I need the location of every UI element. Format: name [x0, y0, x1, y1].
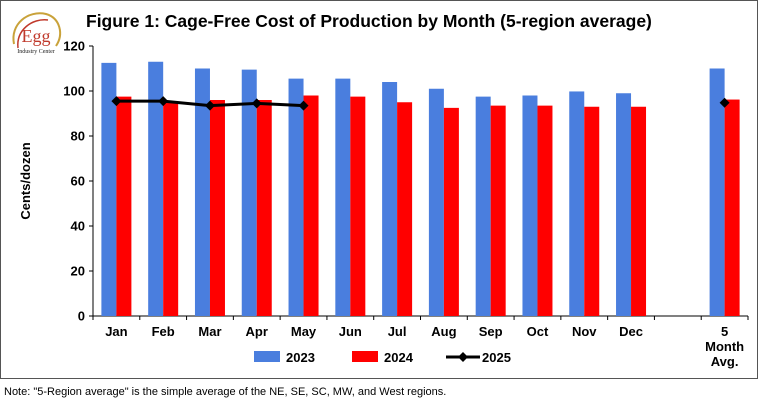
egg-industry-center-logo: Egg Industry Center — [6, 6, 66, 64]
x-tick-label: Jul — [388, 324, 407, 339]
legend-label-2024: 2024 — [384, 350, 414, 365]
logo-subtitle: Industry Center — [17, 49, 55, 55]
marker-2025 — [251, 98, 262, 109]
marker-2025 — [298, 100, 309, 111]
bar-2024 — [397, 102, 413, 316]
legend-marker-2025 — [458, 352, 468, 362]
y-tick-label: 40 — [71, 219, 85, 234]
bar-2024 — [724, 99, 740, 316]
y-axis-title: Cents/dozen — [18, 142, 33, 219]
x-tick-label: Aug — [431, 324, 456, 339]
bar-2023 — [475, 96, 491, 316]
bar-2024 — [584, 106, 600, 316]
legend-swatch-2024 — [352, 351, 378, 362]
marker-2025 — [719, 97, 730, 108]
y-tick-label: 60 — [71, 174, 85, 189]
x-tick-label: Oct — [527, 324, 549, 339]
x-tick-label: 5 Month Avg. — [705, 324, 744, 369]
bar-2024 — [350, 96, 366, 316]
y-tick-label: 0 — [78, 309, 85, 324]
legend-label-2025: 2025 — [482, 350, 511, 365]
x-tick-label: Feb — [152, 324, 175, 339]
bar-2023 — [241, 69, 257, 316]
footnote: Note: "5-Region average" is the simple a… — [4, 386, 447, 398]
chart-title: Figure 1: Cage-Free Cost of Production b… — [86, 11, 652, 31]
legend-label-2023: 2023 — [286, 350, 315, 365]
bar-2024 — [256, 100, 272, 316]
x-tick-label: Jun — [339, 324, 362, 339]
marker-2025 — [158, 96, 169, 107]
bar-2023 — [382, 82, 398, 316]
bar-2024 — [443, 107, 459, 316]
bar-2023 — [569, 91, 585, 316]
x-tick-label: May — [291, 324, 317, 339]
logo-swoosh-icon — [12, 12, 62, 49]
x-tick-label: Mar — [198, 324, 221, 339]
bar-2023 — [101, 62, 117, 316]
y-tick-label: 80 — [71, 129, 85, 144]
x-tick-label: Apr — [246, 324, 268, 339]
marker-2025 — [204, 100, 215, 111]
bar-chart: 0 20 40 60 80 100 120 Cents/dozen Jan Feb Mar Apr Ma… — [18, 39, 749, 369]
bar-2024 — [303, 95, 319, 316]
bar-2023 — [335, 78, 351, 316]
bar-2023 — [616, 93, 632, 316]
bar-2023 — [194, 68, 210, 316]
x-tick-label: Sep — [479, 324, 503, 339]
bar-2023 — [288, 78, 304, 316]
marker-2025 — [111, 96, 122, 107]
y-tick-label: 20 — [71, 264, 85, 279]
y-tick-label: 120 — [63, 39, 85, 54]
bar-2023 — [148, 61, 164, 316]
logo-word: Egg — [21, 26, 51, 46]
bar-2024 — [537, 105, 553, 316]
bar-2024 — [116, 96, 132, 316]
bar-2024 — [209, 100, 225, 316]
bar-2024 — [163, 101, 179, 316]
bar-2024 — [490, 105, 506, 316]
legend-swatch-2023 — [254, 351, 280, 362]
bar-2023 — [709, 68, 725, 316]
y-tick-label: 100 — [63, 84, 85, 99]
x-tick-label: Nov — [572, 324, 597, 339]
x-tick-label: Dec — [619, 324, 643, 339]
bar-2023 — [522, 95, 538, 316]
bar-2024 — [631, 106, 647, 316]
x-tick-label: Jan — [105, 324, 127, 339]
bar-2023 — [428, 88, 444, 316]
